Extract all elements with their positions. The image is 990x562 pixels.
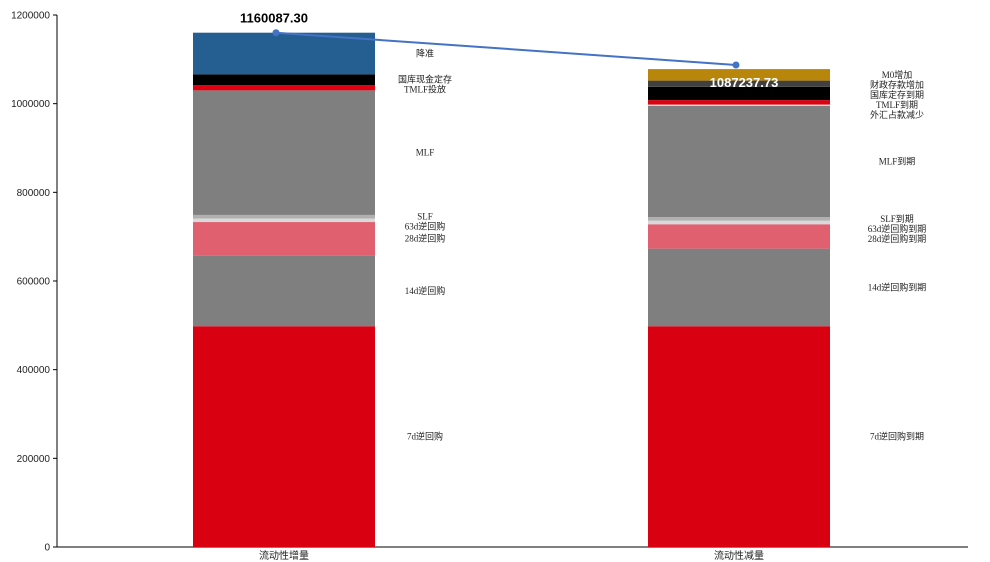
bar-segment	[193, 214, 375, 219]
y-tick-label: 1000000	[11, 99, 50, 110]
y-tick-label: 1200000	[11, 11, 50, 22]
x-category-label: 流动性增量	[259, 549, 309, 562]
segment-label: MLF到期	[879, 156, 916, 167]
segment-label: SLF到期	[880, 213, 914, 224]
segment-label: 63d逆回购到期	[868, 223, 927, 234]
bar-segment	[193, 218, 375, 223]
total-point	[732, 61, 740, 69]
segment-label: 14d逆回购到期	[868, 281, 927, 292]
bar-segment	[193, 222, 375, 256]
segment-label: 降准	[416, 48, 434, 59]
total-value-label: 1160087.30	[240, 11, 308, 26]
segment-label: 国库定存到期	[870, 89, 924, 100]
segment-label: MLF	[416, 148, 435, 158]
segment-label: 国库现金定存	[398, 74, 452, 85]
bar-segment	[648, 86, 830, 101]
bar-segment	[193, 326, 375, 547]
segment-label: 外汇占款减少	[870, 109, 924, 120]
bar-segment	[648, 80, 830, 87]
x-category-label: 流动性减量	[714, 549, 764, 562]
bar-segment	[648, 224, 830, 249]
bar-segment	[193, 85, 375, 91]
y-tick-label: 800000	[17, 188, 51, 199]
bar-segment	[648, 105, 830, 218]
segment-label: SLF	[417, 212, 433, 222]
total-value-label: 1087237.73	[710, 75, 779, 90]
bar-segment	[193, 255, 375, 327]
y-tick-label: 200000	[17, 454, 51, 465]
bar-segment	[648, 326, 830, 547]
segment-label: TMLF到期	[876, 99, 918, 110]
bar-segment	[193, 74, 375, 86]
bar-segment	[648, 217, 830, 221]
segment-label: 14d逆回购	[405, 285, 446, 296]
bar-segment	[648, 100, 830, 105]
y-tick-label: 600000	[17, 277, 51, 288]
segment-label: M0增加	[882, 69, 913, 80]
segment-label: 财政存款增加	[870, 79, 924, 90]
bar-segment	[648, 69, 830, 81]
bar-segment	[193, 32, 375, 75]
bar-segment	[648, 220, 830, 225]
segment-label: 7d逆回购	[407, 431, 443, 442]
segment-label: 7d逆回购到期	[870, 431, 924, 442]
y-tick-label: 400000	[17, 365, 51, 376]
segment-label: 28d逆回购到期	[868, 233, 927, 244]
segment-label: 63d逆回购	[405, 221, 446, 232]
total-point	[272, 29, 280, 37]
bar-segment	[648, 248, 830, 327]
segment-label: 28d逆回购	[405, 233, 446, 244]
bar-segment	[193, 90, 375, 215]
segment-label: TMLF投放	[404, 84, 446, 95]
total-line	[275, 31, 737, 66]
bar-segment	[648, 104, 830, 106]
y-tick-label: 0	[44, 543, 50, 554]
